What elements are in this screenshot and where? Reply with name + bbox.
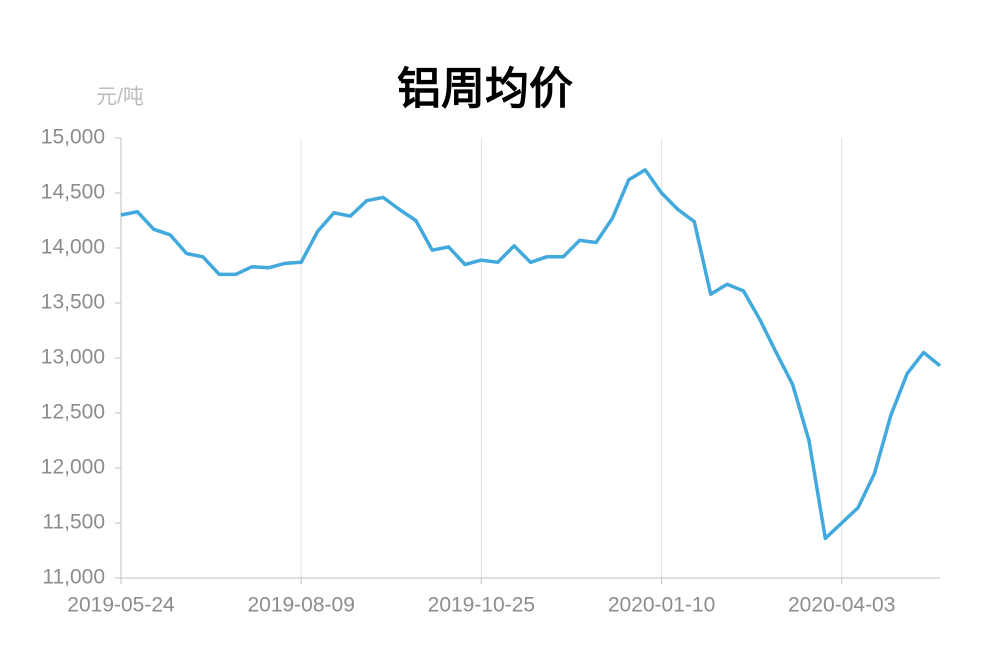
y-tick-label: 12,500 — [41, 401, 105, 424]
y-tick-label: 11,000 — [42, 566, 105, 589]
x-tick-label: 2019-05-24 — [67, 594, 175, 617]
y-tick-label: 14,500 — [41, 181, 105, 204]
y-tick-label: 15,000 — [41, 126, 105, 149]
x-tick-label: 2020-04-03 — [788, 594, 895, 617]
chart-title: 铝周均价 — [397, 65, 573, 114]
y-tick-label: 12,000 — [41, 456, 105, 479]
x-tick-label: 2020-01-10 — [608, 594, 715, 617]
y-tick-label: 13,500 — [41, 291, 105, 314]
y-axis-label: 元/吨 — [96, 86, 144, 109]
x-tick-label: 2019-10-25 — [428, 594, 535, 617]
y-tick-label: 14,000 — [41, 236, 105, 259]
line — [120, 168, 942, 541]
x-tick-label: 2019-08-09 — [247, 594, 354, 617]
y-tick-label: 13,000 — [41, 346, 105, 369]
y-tick-label: 11,500 — [42, 511, 105, 534]
